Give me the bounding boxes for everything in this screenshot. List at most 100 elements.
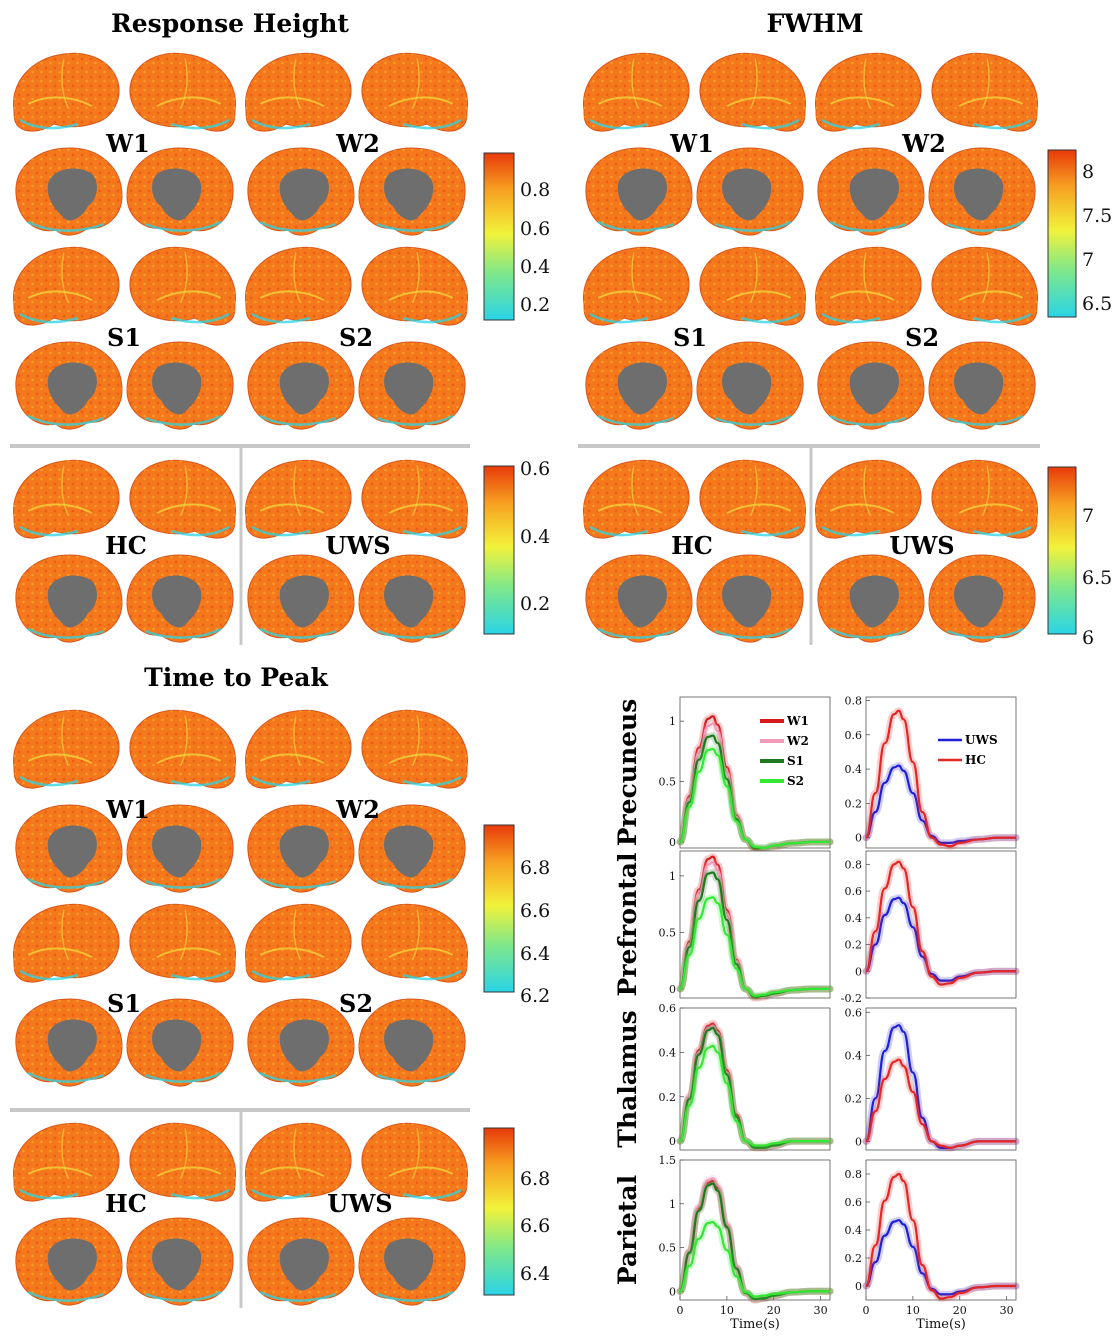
colorbar-bottom: 0.6 0.4 0.2 — [483, 458, 550, 635]
brain-surface — [247, 554, 355, 643]
colorbar-tick: 6.5 — [1082, 567, 1112, 589]
y-tick-label: 0.4 — [659, 1046, 677, 1059]
brain-surface — [931, 52, 1038, 132]
hrf-plot-thalamus-stage: 0.6 0.4 0.2 0 Thalamus — [613, 1002, 834, 1152]
y-tick-label: 0.8 — [845, 858, 863, 871]
group-label-hc: HC — [105, 1189, 147, 1218]
y-tick-label: 0.2 — [845, 1252, 863, 1265]
brain-surface — [245, 52, 352, 132]
group-label-s2: S2 — [339, 989, 373, 1018]
colorbar-tick: 6.5 — [1082, 293, 1112, 315]
brain-surface — [358, 804, 466, 893]
brain-surface — [126, 1217, 234, 1306]
y-tick-label: 0.6 — [659, 1002, 677, 1015]
y-tick-label: 0.6 — [845, 1196, 863, 1209]
brain-surface — [358, 554, 466, 643]
brain-surface — [129, 709, 236, 789]
group-label-w2: W2 — [901, 129, 946, 158]
hrf-plot-precuneus-group: 0.8 0.6 0.4 0.2 0 UWS HC — [845, 694, 1020, 850]
brain-surface — [247, 1217, 355, 1306]
brain-surface — [129, 246, 236, 326]
series-line-s2 — [678, 896, 830, 997]
brain-surface — [361, 459, 468, 539]
group-label-uws: UWS — [327, 1189, 392, 1218]
brain-surface — [815, 52, 922, 132]
brain-surface — [15, 341, 123, 430]
brain-surface — [15, 804, 123, 893]
brain-surface — [126, 554, 234, 643]
brain-surface — [585, 147, 693, 236]
y-tick-label: 0 — [669, 836, 676, 849]
hrf-plot-thalamus-group: 0.6 0.4 0.2 0 — [845, 1006, 1020, 1152]
colorbar-tick: 7.5 — [1082, 205, 1112, 227]
hrf-plot-prefrontal-group: 0.8 0.6 0.4 0.2 0 -0.2 — [841, 850, 1020, 1005]
y-tick-label: 0 — [855, 965, 862, 978]
colorbar-tick: 6.6 — [520, 1215, 550, 1237]
y-tick-label: 0 — [669, 983, 676, 996]
brain-surface — [696, 341, 804, 430]
brain-surface — [245, 903, 352, 983]
brain-surface — [931, 246, 1038, 326]
colorbar-tick: 8 — [1082, 161, 1094, 183]
brain-surface — [696, 554, 804, 643]
brain-surface — [13, 709, 120, 789]
legend-group: UWS HC — [938, 733, 998, 767]
brain-surface — [699, 52, 806, 132]
y-tick-label: 0.4 — [845, 912, 863, 925]
x-tick-label: 30 — [814, 1304, 828, 1317]
colorbar-tick: 0.6 — [520, 458, 550, 480]
panel-time-to-peak: Time to Peak W1 W2 S1 S2 HC UWS 6.8 6.6 … — [10, 663, 550, 1308]
x-axis-label: Time(s) — [916, 1317, 966, 1332]
brain-surface — [126, 804, 234, 893]
colorbar-bottom: 7 6.5 6 — [1047, 466, 1112, 649]
brain-surface — [361, 1122, 468, 1202]
colorbar-tick: 0.8 — [520, 179, 550, 201]
y-tick-label: 0 — [855, 832, 862, 845]
colorbar-top: 0.8 0.6 0.4 0.2 — [483, 152, 550, 321]
brain-surface — [361, 246, 468, 326]
x-tick-label: 0 — [677, 1304, 684, 1317]
legend-label: W2 — [786, 734, 809, 748]
brain-surface — [15, 1217, 123, 1306]
colorbar-tick: 7 — [1082, 249, 1094, 271]
brain-surface — [583, 459, 690, 539]
brain-surface — [245, 459, 352, 539]
colorbar-tick: 0.6 — [520, 218, 550, 240]
region-label-precuneus: Precuneus — [613, 699, 642, 847]
series-line-hc — [864, 1058, 1016, 1149]
y-tick-label: 0.4 — [845, 1224, 863, 1237]
legend-stage: W1 W2 S1 S2 — [760, 714, 809, 788]
y-tick-label: 0 — [855, 1280, 862, 1293]
group-label-w2: W2 — [335, 129, 380, 158]
brain-surface — [361, 709, 468, 789]
y-tick-label: 1 — [669, 870, 676, 883]
series-line-s2 — [678, 747, 830, 850]
series-line-s2 — [678, 1044, 831, 1147]
brain-surface — [583, 52, 690, 132]
legend-label: S1 — [787, 754, 804, 768]
brain-surface — [245, 1122, 352, 1202]
brain-surface — [928, 554, 1036, 643]
brain-surface — [13, 459, 120, 539]
brain-surface — [583, 246, 690, 326]
hrf-line-plots: 1 0.5 0 Precuneus W1 W2 S1 S2 0.8 0.6 0.4 0.2 0 UWS HC… — [613, 694, 1020, 1332]
colorbar-tick: 7 — [1082, 505, 1094, 527]
brain-surface — [15, 554, 123, 643]
y-tick-label: 0.6 — [845, 885, 863, 898]
panel-title: FWHM — [766, 9, 863, 38]
group-label-uws: UWS — [325, 531, 390, 560]
colorbar-tick: 6 — [1082, 627, 1094, 649]
brain-surface — [126, 147, 234, 236]
series-line-hc — [864, 709, 1016, 848]
brain-surface — [126, 341, 234, 430]
colorbar-tick: 6.4 — [520, 943, 550, 965]
x-tick-label: 10 — [906, 1304, 920, 1317]
x-axis-label: Time(s) — [730, 1317, 780, 1332]
y-tick-label: 0.2 — [845, 1092, 863, 1105]
x-tick-label: 10 — [720, 1304, 734, 1317]
brain-surface — [247, 341, 355, 430]
brain-surface — [585, 341, 693, 430]
brain-surface — [358, 147, 466, 236]
group-label-w1: W1 — [105, 795, 150, 824]
